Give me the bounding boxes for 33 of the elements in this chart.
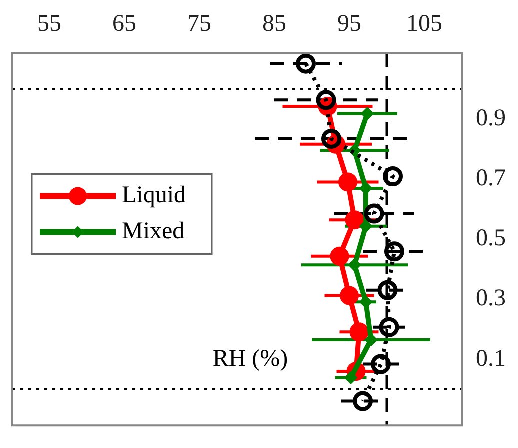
y-tick-label: 0.3 (476, 286, 506, 312)
point (364, 204, 384, 224)
point (330, 246, 350, 266)
point (340, 286, 359, 306)
x-axis-title: RH (%) (212, 346, 288, 372)
point (384, 242, 404, 262)
x-tick-label: 105 (406, 10, 442, 37)
point (316, 90, 336, 110)
x-tick-label: 65 (112, 10, 136, 37)
point (348, 258, 362, 272)
point (338, 172, 358, 192)
point (371, 354, 391, 374)
point (345, 210, 364, 230)
legend-label: Mixed (122, 218, 185, 245)
point (360, 296, 372, 309)
y-tick-label: 0.1 (476, 346, 506, 372)
point (378, 280, 398, 300)
point (296, 54, 316, 74)
point (364, 333, 378, 346)
y-tick-label: 0.7 (476, 166, 506, 192)
point (350, 322, 369, 342)
y-tick-label: 0.9 (476, 105, 506, 132)
point (361, 107, 374, 120)
point (383, 166, 403, 186)
y-tick-label: 0.5 (476, 226, 506, 252)
x-tick-label: 95 (338, 10, 362, 37)
legend-label: Liquid (122, 182, 186, 209)
x-tick-label: 55 (38, 10, 62, 37)
point (322, 128, 342, 149)
point (353, 391, 373, 412)
point (379, 317, 400, 338)
x-tick-label: 75 (188, 10, 212, 37)
x-tick-label: 85 (262, 10, 286, 37)
